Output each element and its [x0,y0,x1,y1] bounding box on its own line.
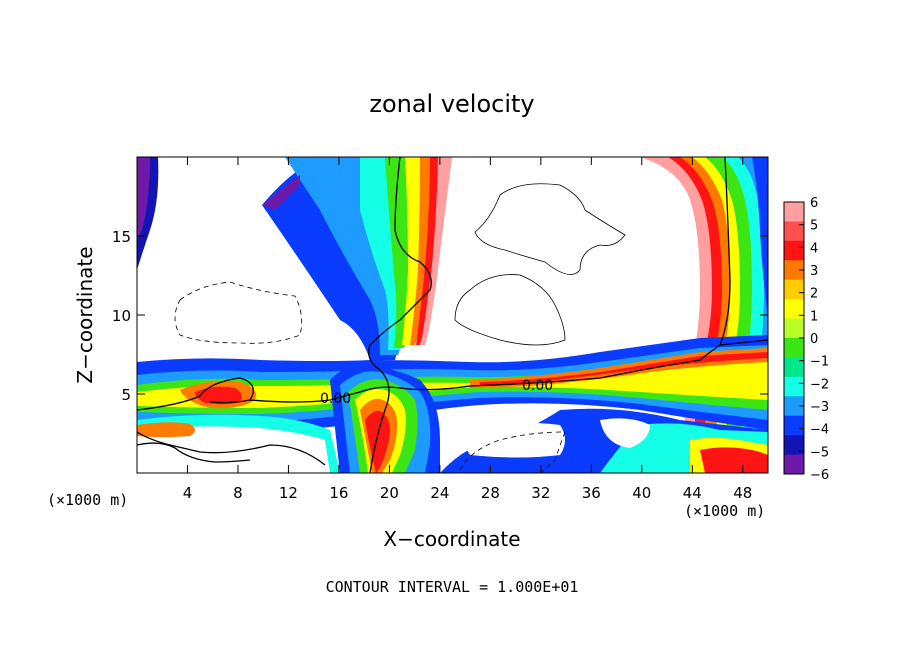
x-tick-label: 28 [481,484,500,502]
x-axis-label: X−coordinate [383,527,520,551]
colorbar-swatch [784,435,804,456]
colorbar-swatch [784,454,804,475]
colorbar-swatch [784,318,804,339]
colorbar-label: 4 [810,241,818,256]
x-tick-label: 24 [430,484,449,502]
colorbar-swatch [784,396,804,417]
colorbar-label: −6 [810,468,829,483]
x-tick-label: 8 [233,484,243,502]
x-tick-label: 36 [582,484,601,502]
y-axis: 5 10 15 [112,228,768,404]
colorbar-label: 0 [810,332,818,347]
colorbar-label: 5 [810,219,818,234]
colorbar-label: −2 [810,377,829,392]
colorbar-swatch [784,357,804,378]
colorbar-label: −3 [810,400,829,415]
colorbar-label: −1 [810,355,829,370]
contour-interval-label: CONTOUR INTERVAL = 1.000E+01 [326,578,579,596]
contour-lines [454,183,626,346]
colorbar-swatch [784,221,804,242]
contour-label-1: 0.00 [320,391,351,407]
y-tick-label: 15 [112,228,131,246]
colorbar-label: 2 [810,287,818,302]
x-tick-label: 40 [632,484,651,502]
x-tick-label: 44 [683,484,702,502]
chart-title: zonal velocity [369,90,534,118]
velocity-field: 0.00 0.00 [137,157,768,473]
x-unit-right: (×1000 m) [684,502,765,520]
colorbar-swatch [784,202,804,222]
y-tick-label: 10 [112,307,131,325]
x-axis: 4 8 12 16 20 24 28 32 36 40 44 48 [183,157,752,502]
plot-area: 0.00 0.00 [136,156,769,474]
colorbar-label: −5 [810,445,829,460]
colorbar-label: 3 [810,264,818,279]
colorbar-swatch [784,260,804,281]
negative-contours [174,281,566,473]
contour-label-2: 0.00 [522,378,553,394]
x-tick-label: 20 [380,484,399,502]
colorbar-swatch [784,299,804,320]
y-axis-label: Z−coordinate [73,246,97,383]
colorbar-label: 6 [810,196,818,211]
colorbar-swatch [784,240,804,261]
x-tick-label: 4 [183,484,193,502]
x-unit-left: (×1000 m) [47,491,128,509]
colorbar-swatch [784,279,804,300]
colorbar-swatch [784,415,804,436]
y-tick-label: 5 [121,386,131,404]
colorbar-swatch [784,338,804,358]
colorbar-label: −4 [810,423,829,438]
colorbar-label: 1 [810,309,818,324]
x-tick-label: 16 [329,484,348,502]
zero-contours [137,157,768,473]
x-tick-label: 32 [531,484,550,502]
x-tick-label: 48 [733,484,752,502]
colorbar-swatch [784,376,804,397]
x-tick-label: 12 [279,484,298,502]
colorbar: 6 5 4 3 2 1 0 −1 −2 −3 −4 −5 −6 [783,196,829,483]
